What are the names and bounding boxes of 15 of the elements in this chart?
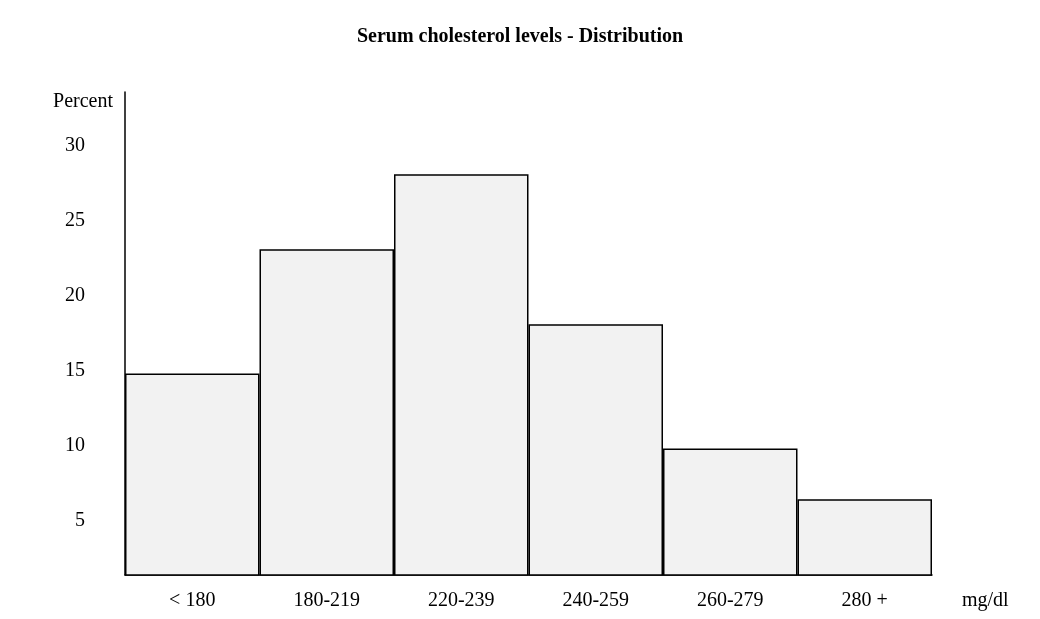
chart-title: Serum cholesterol levels - Distribution: [356, 24, 684, 46]
x-tick-label: 220-239: [427, 588, 495, 610]
y-tick-label: 15: [65, 358, 85, 381]
x-tick-label: 180-219: [293, 588, 361, 610]
x-tick-label: 260-279: [696, 588, 764, 610]
y-tick-label: 20: [65, 283, 85, 306]
x-axis-title: mg/dl: [962, 588, 1010, 611]
y-tick-label: 30: [65, 133, 85, 156]
y-axis-title: Percent: [53, 89, 114, 111]
x-tick-label: 280 +: [841, 588, 888, 610]
y-tick-label: 25: [65, 208, 85, 231]
y-tick-label: 10: [65, 432, 85, 455]
y-tick-label: 5: [75, 507, 85, 530]
x-tick-label: 240-259: [562, 588, 630, 610]
x-tick-label: < 180: [169, 588, 216, 610]
